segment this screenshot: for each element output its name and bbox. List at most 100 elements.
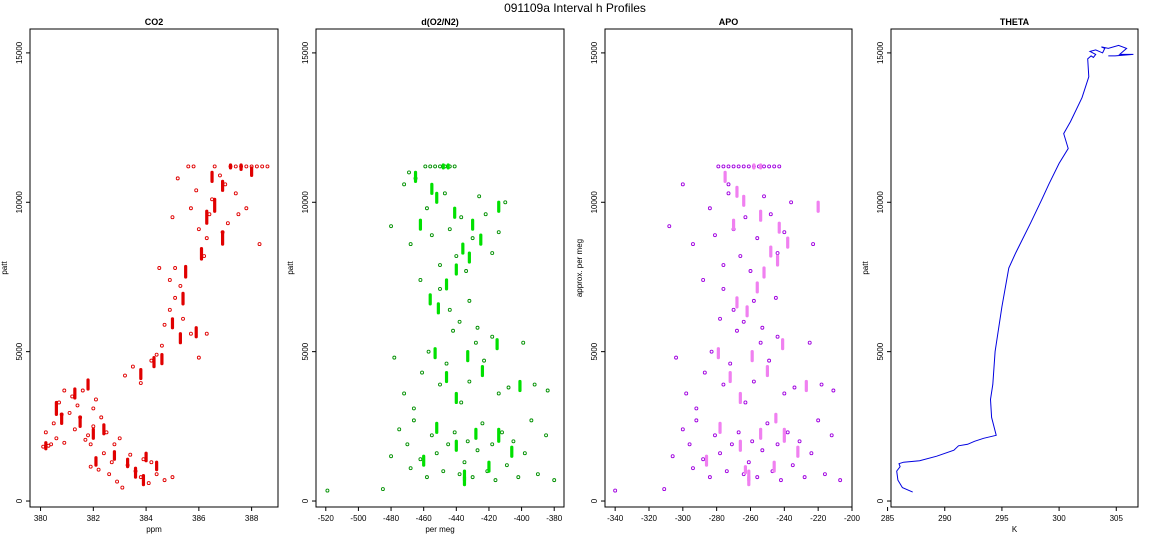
panel-3-title: APO — [719, 17, 739, 27]
panel-3-data-point — [731, 307, 736, 312]
panel-1-data-point — [244, 164, 249, 169]
panel-3-data-point — [778, 478, 783, 483]
panel-3-data-point — [662, 487, 667, 492]
panel-2-data-point — [535, 472, 540, 477]
panel-1-data-point — [157, 266, 162, 270]
panel-1-data-point — [154, 472, 159, 477]
panel-1-data-point — [204, 236, 209, 241]
panel-3-data-point — [755, 475, 760, 480]
panel-1-data-point — [96, 467, 101, 472]
panel-2-data-point — [475, 448, 480, 453]
panel-1-title: CO2 — [145, 17, 164, 27]
panel-1-data-point — [173, 295, 178, 300]
panel-2-y-tick-label: 15000 — [301, 41, 310, 64]
panel-3-data-point — [713, 433, 717, 438]
panel-1-data-point — [123, 373, 127, 378]
panel-3-data-point — [772, 164, 777, 169]
panel-3-y-tick-label: 5000 — [590, 342, 599, 360]
panel-3-data-point — [743, 215, 748, 220]
panel-3-data-point — [790, 463, 795, 468]
panel-1-data-point — [236, 212, 241, 217]
panel-3-x-tick-label: -220 — [810, 514, 827, 523]
panel-3-data-point — [809, 451, 814, 456]
panel-4-title: THETA — [1000, 17, 1030, 27]
panel-1-data-point — [117, 436, 122, 441]
panel-2-data-point — [402, 182, 407, 187]
panel-3-data-point — [789, 200, 794, 205]
panel-2-data-point — [407, 170, 411, 175]
panel-2-data-point — [467, 379, 472, 384]
panel-2-data-point — [325, 488, 330, 493]
panel-3-data-point — [726, 164, 731, 169]
panel-2-data-point — [496, 391, 501, 396]
panel-1-data-point — [149, 460, 154, 465]
panel-3-data-point — [819, 382, 824, 387]
panel-3-data-point — [751, 298, 756, 303]
panel-1-y-tick-label: 15000 — [15, 41, 24, 64]
panel-2-data-point — [438, 286, 442, 291]
panel-2-data-point — [429, 433, 434, 438]
panel-3-data-point — [738, 254, 743, 258]
panel-2-x-tick-label: -480 — [383, 514, 400, 523]
panel-3-data-point — [746, 460, 751, 465]
panel-2-plot-frame — [315, 28, 565, 508]
panel-3-data-point — [721, 263, 726, 267]
panel-3-data-point — [792, 385, 797, 390]
panel-3-data-point — [831, 388, 836, 393]
panel-2-data-point — [457, 319, 462, 324]
panel-2-data-point — [493, 478, 498, 483]
panel-1-data-point — [186, 164, 191, 169]
panel-1-data-point — [54, 436, 59, 441]
panel-3-data-point — [716, 164, 721, 169]
panel-3-data-point — [735, 328, 739, 333]
panel-2-y-axis-label: patt — [286, 261, 295, 275]
panel-3-y-axis-label: approx. per meg — [575, 239, 584, 297]
panel-3-data-point — [775, 251, 780, 256]
panel-3-data-point — [701, 278, 706, 282]
panel-1-data-point — [254, 164, 259, 169]
panel-3-data-point — [684, 391, 689, 396]
panel-1-data-point — [204, 331, 209, 336]
panel-3-data-point — [707, 206, 712, 211]
panel-3-data-point — [667, 224, 672, 229]
panel-2-x-tick-label: -520 — [318, 514, 335, 523]
panel-2-data-point — [442, 191, 447, 196]
panel-3-data-point — [613, 488, 618, 493]
panel-3-data-point — [758, 340, 763, 345]
panel-3-plot-frame — [604, 28, 853, 508]
panel-3-data-point — [702, 370, 707, 375]
panel-3-data-point — [736, 430, 741, 435]
panel-2-data-point — [418, 457, 423, 462]
panel-1-data-point — [94, 397, 98, 402]
panel-2-y-tick-label: 5000 — [301, 342, 310, 360]
panel-2-data-point — [504, 463, 509, 468]
panel-3-data-point — [736, 164, 741, 169]
panel-2-data-point — [438, 164, 442, 169]
panel-1-data-point — [88, 442, 93, 447]
panel-4-x-tick-label: 300 — [1052, 514, 1066, 523]
panel-2-data-point — [434, 451, 439, 456]
panel-2-data-point — [480, 421, 485, 426]
panel-2-data-point — [465, 439, 470, 444]
panel-3-data-point — [721, 286, 726, 291]
panel-2-data-point — [544, 433, 549, 438]
panel-2-data-point — [470, 236, 475, 241]
panel-1-data-point — [188, 206, 193, 211]
panel-2-data-point — [423, 164, 428, 169]
panel-2-x-axis-label: per meg — [425, 525, 454, 534]
panel-2-data-point — [441, 469, 446, 474]
panel-3-data-point — [751, 379, 756, 384]
panel-4-plot-frame — [890, 28, 1139, 508]
panel-3-data-point — [746, 164, 751, 169]
panel-2-data-point — [500, 430, 504, 435]
panel-3-data-point — [767, 164, 772, 169]
panel-1-y-tick-label: 0 — [15, 498, 24, 503]
panel-2-x-tick-label: -420 — [481, 514, 498, 523]
panel-3-data-point — [694, 418, 699, 423]
panel-1-data-point — [99, 415, 104, 420]
panel-3-data-point — [718, 451, 722, 456]
panel-2-data-point — [529, 418, 534, 423]
panel-1-data-point — [109, 460, 114, 465]
panel-1-data-point — [75, 403, 80, 408]
panel-2-x-tick-label: -500 — [350, 514, 367, 523]
